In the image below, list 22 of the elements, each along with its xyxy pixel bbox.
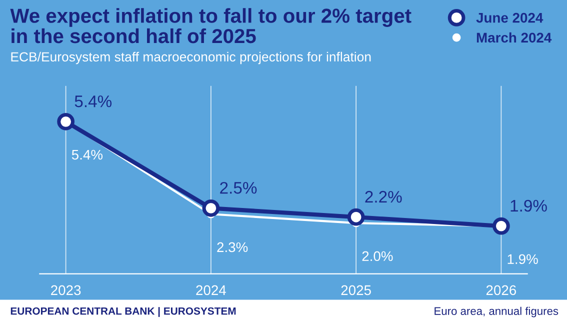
text: EUROPEAN CENTRAL BANK | EUROSYSTEM [10, 307, 236, 317]
data-label: 2.5% [220, 182, 257, 194]
chart-title: We expect inflation to fall to our 2% target in the second half of 2025 [10, 8, 412, 44]
data-label: 2.2% [365, 190, 402, 203]
point [202, 199, 220, 217]
data-label: 1.9% [510, 200, 547, 212]
chart-subtitle: ECB/Eurosystem staff macroeconomic projections for inflation [11, 52, 371, 64]
point [492, 217, 510, 235]
data-label: 1.9% [508, 254, 538, 264]
legend-label: June 2024 [476, 12, 544, 23]
text: Euro area, annual figures [434, 306, 558, 318]
x-tick-label: 2023 [51, 285, 81, 296]
x-tick-label: 2025 [341, 285, 371, 296]
x-tick-label: 2024 [196, 285, 226, 296]
point [347, 208, 365, 226]
point [57, 112, 74, 130]
data-label: 2.0% [362, 251, 393, 262]
legend-label: March 2024 [476, 32, 552, 43]
data-label: 5.4% [74, 96, 112, 108]
data-label: 5.4% [72, 150, 103, 160]
x-tick-label: 2026 [486, 285, 516, 296]
data-label: 2.3% [217, 242, 248, 252]
